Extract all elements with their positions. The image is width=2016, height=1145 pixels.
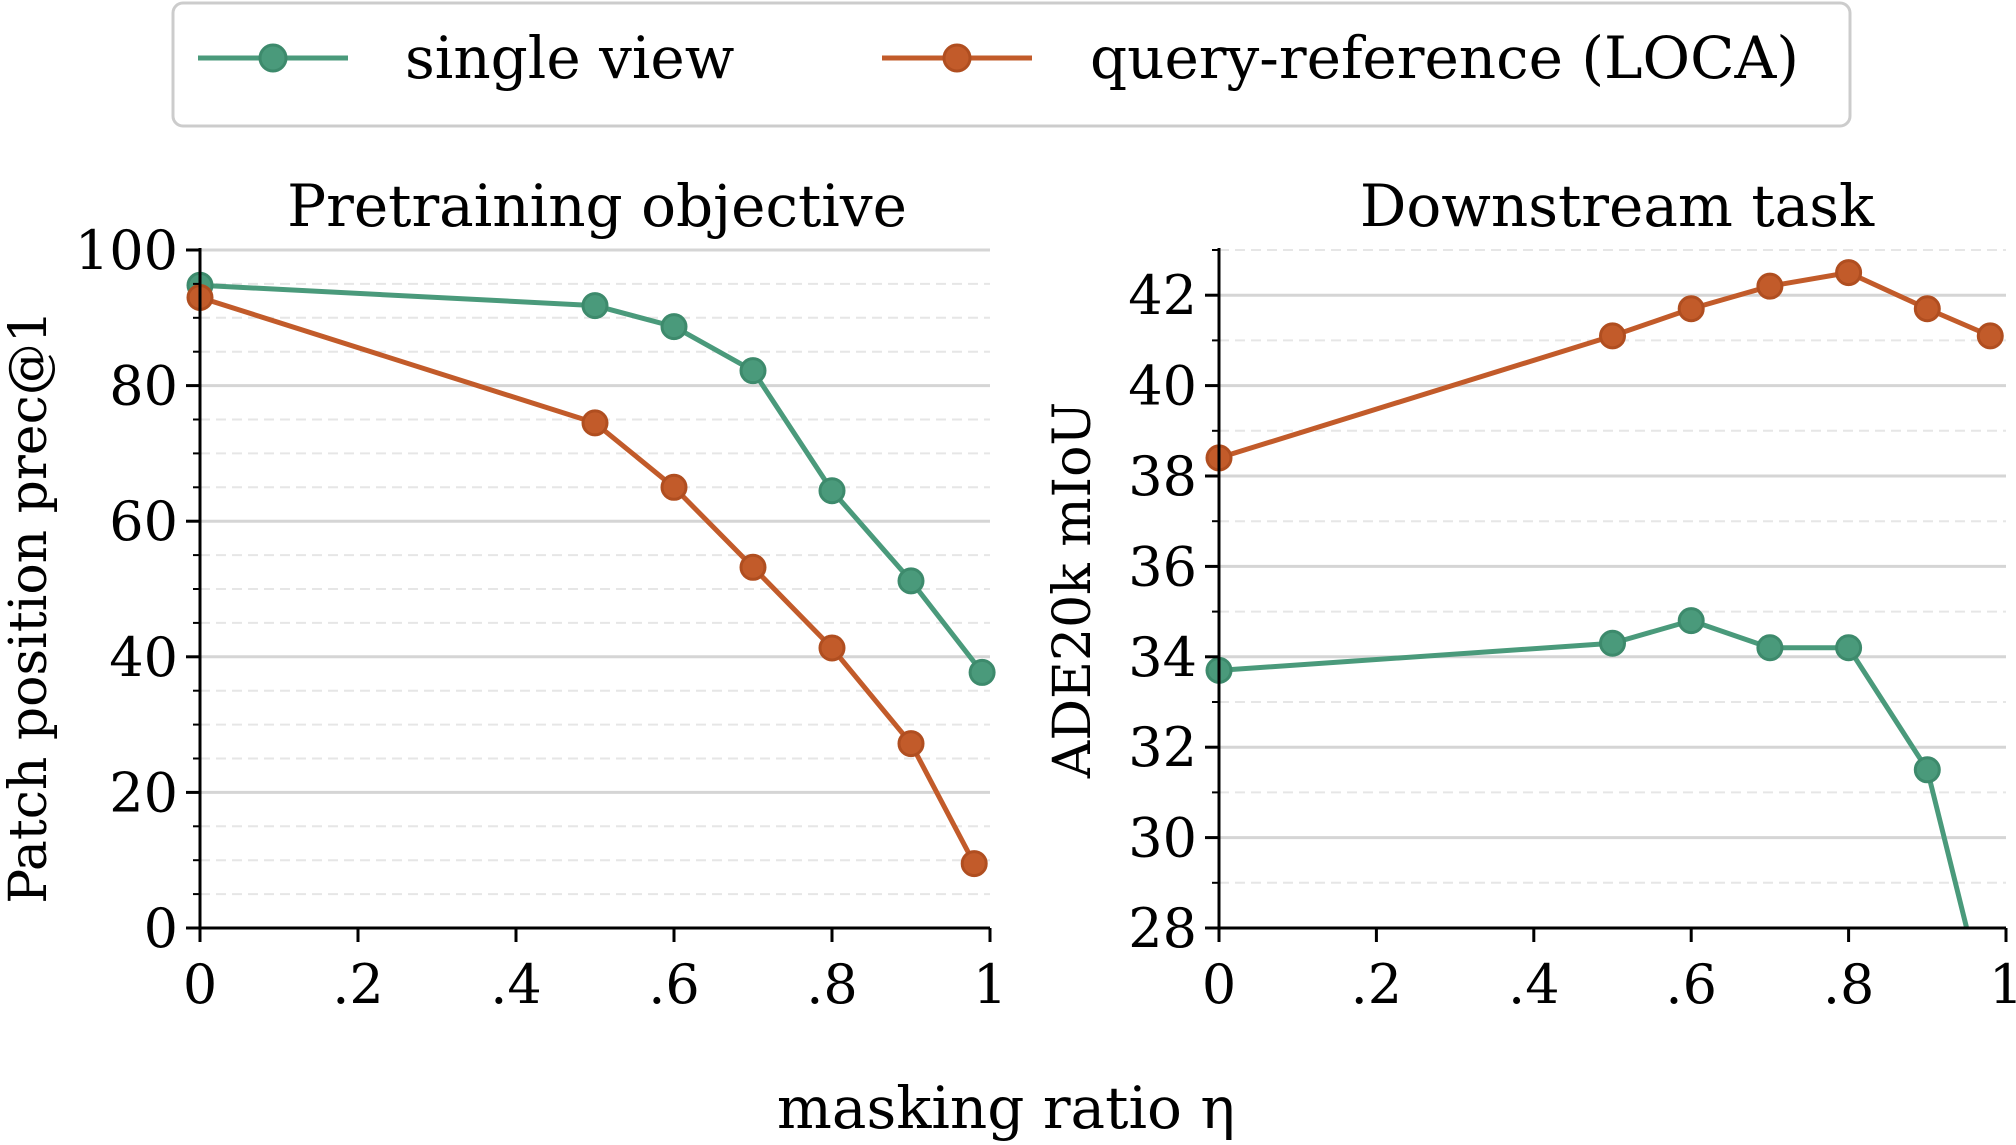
data-point-single-view-downstream [1913,756,1941,784]
chart-title-pretraining: Pretraining objective [287,172,907,240]
y-tick-label-downstream: 40 [1128,355,1197,418]
data-point-loca-downstream [1835,259,1863,287]
series-line-loca-pretraining [199,295,977,865]
x-axis-label: masking ratio η [777,1074,1235,1142]
axes-pretraining: 0 20 40 60 80 100 0 .2 .4 .6 .8 1 [75,219,1007,1016]
x-tick-label-pretraining: .6 [648,953,700,1016]
x-tick-label-downstream: .6 [1665,953,1717,1016]
legend-frame [171,1,1852,128]
data-point-single-view-pretraining [968,658,996,686]
x-tick-label-pretraining: .4 [490,953,542,1016]
data-point-loca-pretraining [739,553,767,581]
y-axis-label-downstream: ADE20k mIoU [1043,402,1103,779]
panel-pretraining-objective: Pretraining objective Patch position pre… [0,172,1007,1016]
y-tick-label-downstream: 38 [1128,445,1197,508]
legend-label-loca: query-reference (LOCA) [1090,24,1799,92]
y-tick-label-pretraining: 60 [109,490,178,553]
legend-label-single-view: single view [405,24,734,92]
y-tick-label-downstream: 36 [1128,535,1197,598]
y-tick-label-pretraining: 0 [144,897,178,960]
legend-marker-loca [942,43,972,73]
data-point-loca-downstream [1677,295,1705,323]
x-tick-label-downstream: 1 [1989,953,2016,1016]
data-point-loca-pretraining [581,409,609,437]
data-point-loca-pretraining [660,473,688,501]
data-point-single-view-pretraining [818,477,846,505]
x-tick-label-pretraining: 1 [973,953,1007,1016]
x-tick-label-downstream: .8 [1823,953,1875,1016]
chart-title-downstream: Downstream task [1360,172,1875,240]
panel-downstream-task: Downstream task ADE20k mIoU 28 30 32 34 36 38… [1043,172,2016,1016]
data-point-loca-pretraining [960,850,988,878]
data-point-single-view-pretraining [897,567,925,595]
x-tick-label-pretraining: 0 [183,953,217,1016]
y-tick-label-downstream: 30 [1128,807,1197,870]
data-point-loca-downstream [1976,322,2004,350]
y-tick-label-pretraining: 20 [109,761,178,824]
data-point-single-view-pretraining [739,357,767,385]
data-point-loca-pretraining [897,730,925,758]
grid-pretraining [200,248,990,896]
data-point-loca-downstream [1599,322,1626,350]
x-tick-label-pretraining: .2 [332,953,384,1016]
data-point-loca-downstream [1913,295,1941,323]
x-tick-label-downstream: .2 [1351,953,1403,1016]
legend-marker-single-view [258,43,288,73]
data-point-single-view-downstream [1599,629,1626,657]
x-tick-label-downstream: 0 [1202,953,1236,1016]
x-tick-label-downstream: .4 [1508,953,1560,1016]
y-tick-label-pretraining: 100 [75,219,178,282]
series-pretraining [186,271,996,878]
y-axis-label-pretraining: Patch position prec@1 [0,310,59,904]
data-point-loca-downstream [1756,272,1784,300]
y-tick-label-pretraining: 80 [109,355,178,418]
data-point-loca-pretraining [818,634,846,662]
y-tick-label-downstream: 34 [1128,626,1197,689]
series-downstream [1205,259,2004,929]
y-tick-label-downstream: 28 [1128,897,1197,960]
x-tick-label-pretraining: .8 [806,953,858,1016]
data-point-single-view-downstream [1677,607,1705,635]
y-tick-label-pretraining: 40 [109,626,178,689]
series-line-single-view-pretraining [199,282,985,674]
legend: single view query-reference (LOCA) [171,1,1852,128]
y-tick-label-downstream: 32 [1128,716,1197,779]
axes-downstream: 28 30 32 34 36 38 40 42 0 .2 .4 .6 .8 1 [1128,248,2016,1016]
y-tick-label-downstream: 42 [1128,264,1197,327]
data-point-single-view-downstream [1835,634,1863,662]
data-point-single-view-pretraining [660,313,688,341]
data-point-single-view-downstream [1756,634,1784,662]
data-point-single-view-pretraining [581,292,609,320]
